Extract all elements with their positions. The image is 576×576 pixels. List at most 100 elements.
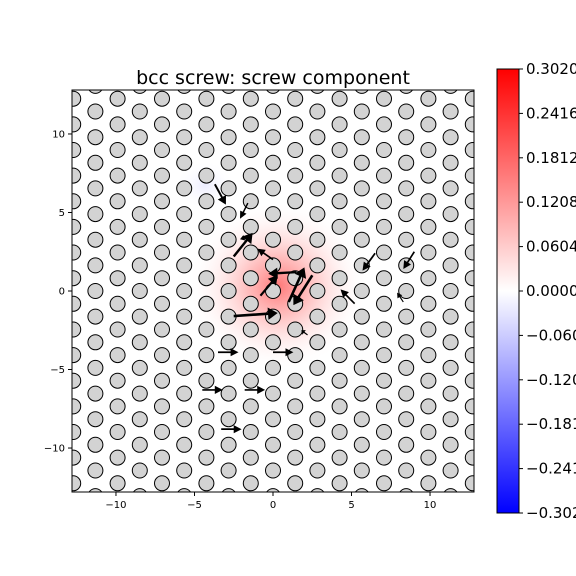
atom-marker — [154, 270, 170, 287]
atom-marker — [109, 321, 126, 338]
atom-marker — [176, 283, 193, 299]
displacement-arrow — [397, 292, 404, 303]
atom-marker — [488, 53, 503, 68]
colorbar-tick-label: −0.3020 — [526, 504, 576, 522]
y-tick-label: −5 — [50, 365, 65, 376]
atom-marker — [309, 283, 326, 299]
atom-marker — [44, 155, 59, 170]
atom-marker — [353, 129, 370, 146]
atom-marker — [287, 475, 304, 492]
atom-marker — [464, 321, 474, 338]
atom-marker — [265, 129, 281, 146]
atom-marker — [220, 129, 237, 146]
atom-marker — [442, 206, 459, 223]
atom-marker — [310, 90, 325, 94]
atom-marker — [442, 462, 459, 479]
atom-marker — [221, 514, 236, 529]
atom-marker — [177, 514, 192, 529]
atom-marker — [242, 398, 259, 415]
atom-marker — [176, 359, 193, 376]
atom-marker — [442, 103, 459, 120]
atom-marker — [331, 321, 348, 338]
atom-marker — [464, 270, 474, 287]
atom-marker — [398, 385, 415, 402]
displacement-arrow — [273, 348, 294, 357]
atom-marker — [87, 231, 104, 248]
atom-marker — [464, 424, 474, 440]
atom-marker — [331, 398, 348, 415]
atom-marker — [265, 436, 281, 453]
displacement-arrow — [259, 275, 278, 297]
displacement-arrow — [221, 425, 242, 434]
atom-marker — [44, 514, 59, 529]
atom-marker — [44, 463, 59, 478]
atom-marker — [443, 90, 458, 94]
atom-marker — [353, 206, 370, 223]
atom-marker — [72, 167, 82, 184]
atom-marker — [398, 359, 415, 376]
atom-marker — [420, 295, 437, 312]
atom-marker — [376, 218, 392, 235]
atom-marker — [220, 154, 237, 171]
atom-marker — [242, 449, 259, 466]
atom-marker — [331, 244, 348, 261]
atom-marker — [399, 53, 414, 68]
atom-marker — [242, 244, 259, 261]
colorbar-tick-label: −0.1208 — [526, 371, 576, 389]
atom-marker — [442, 334, 459, 351]
atom-marker — [443, 53, 458, 68]
atom-marker — [398, 180, 415, 197]
atom-marker — [399, 514, 414, 529]
colorbar-tick-label: 0.1812 — [526, 149, 576, 167]
atom-marker — [376, 244, 392, 261]
atom-marker — [242, 167, 259, 184]
atom-marker — [266, 514, 281, 529]
atom-marker — [353, 385, 370, 402]
atom-marker — [242, 90, 259, 107]
atom-marker — [353, 283, 370, 299]
atom-marker — [398, 334, 415, 351]
atom-marker — [465, 501, 480, 516]
atom-marker — [331, 295, 348, 312]
atom-marker — [309, 206, 326, 223]
atom-marker — [331, 270, 348, 287]
colorbar: 0.3020 0.2416 0.1812 0.1208 0.0604 0.0000 −0.0… — [496, 60, 576, 522]
atom-marker — [331, 372, 348, 389]
atom-marker — [198, 398, 215, 415]
atom-marker — [309, 129, 326, 146]
atom-marker — [109, 142, 126, 158]
atom-marker — [44, 412, 59, 427]
atom-marker — [376, 321, 392, 338]
atom-marker — [443, 514, 458, 529]
atom-marker — [420, 372, 437, 389]
atom-marker — [420, 398, 437, 415]
atom-marker — [177, 488, 192, 492]
atom-marker — [353, 411, 370, 428]
atom-marker — [332, 501, 347, 516]
atom-marker — [443, 488, 458, 492]
atom-marker — [265, 154, 281, 171]
atom-marker — [464, 90, 474, 107]
atom-marker — [131, 308, 148, 325]
atom-marker — [109, 90, 126, 107]
atom-marker — [177, 53, 192, 68]
atom-marker — [109, 244, 126, 261]
atom-marker — [176, 206, 193, 223]
displacement-arrow — [202, 385, 223, 394]
atom-marker — [265, 359, 281, 376]
atom-marker — [72, 270, 82, 287]
atom-marker — [131, 283, 148, 299]
atom-marker — [44, 207, 59, 222]
atom-marker — [266, 488, 280, 492]
colorbar-tick-label: −0.1812 — [526, 415, 576, 433]
atom-marker — [131, 129, 148, 146]
colorbar-tick-label: 0.0604 — [526, 238, 576, 256]
atom-marker — [442, 283, 459, 299]
atom-marker — [110, 66, 125, 81]
atom-marker — [309, 308, 326, 325]
atom-marker — [87, 436, 104, 453]
displacement-arrow — [301, 330, 308, 336]
atom-marker — [220, 283, 237, 299]
atom-marker — [154, 424, 170, 440]
colorbar-tick-label: 0.0000 — [526, 282, 576, 300]
